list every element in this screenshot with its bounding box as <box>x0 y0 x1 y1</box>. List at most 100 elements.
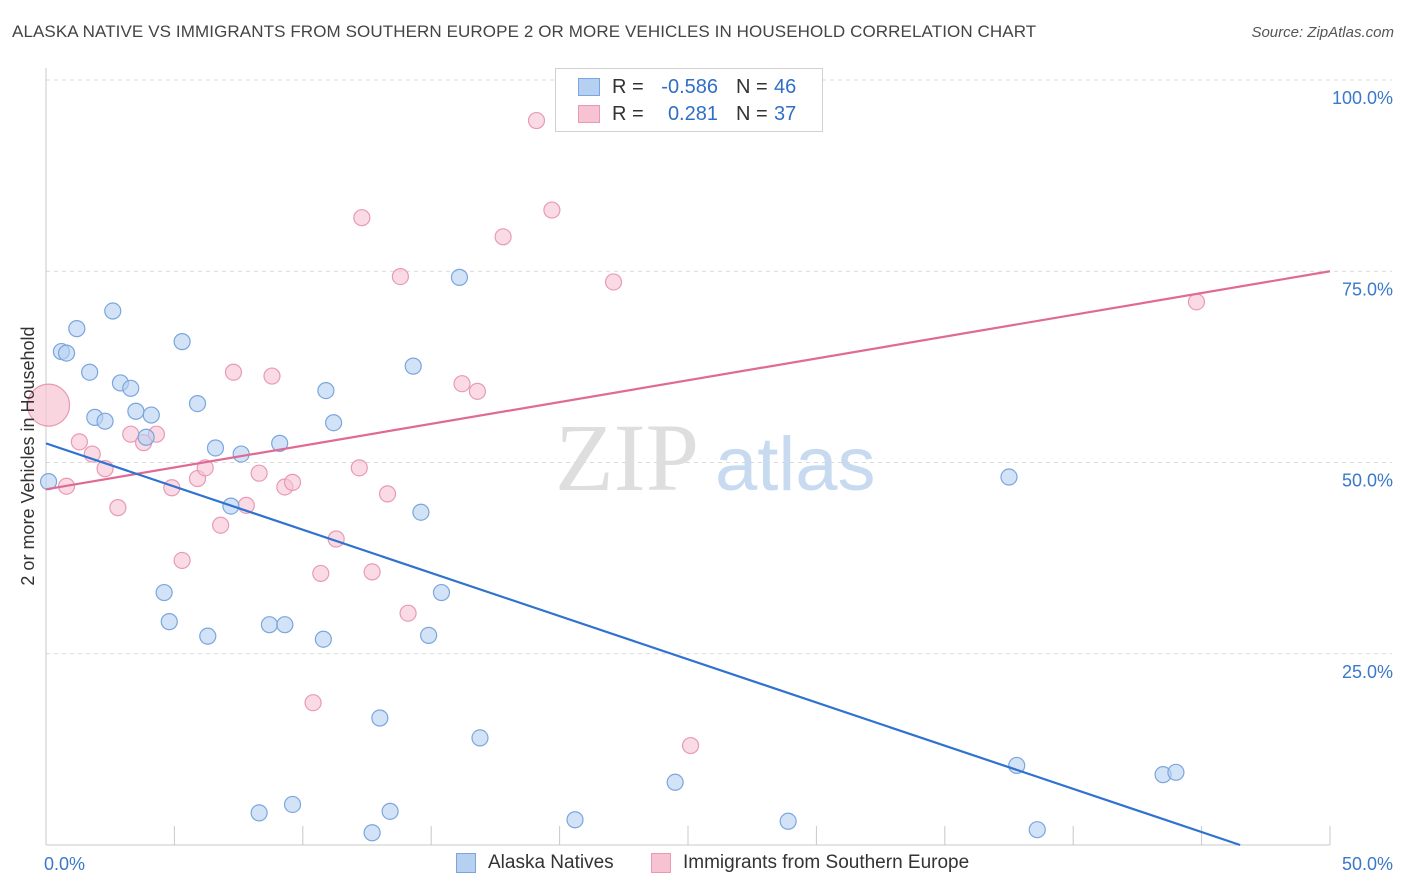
watermark-zip: ZIP <box>555 404 699 511</box>
alaska-natives-point <box>432 583 451 602</box>
immigrants-point <box>1187 293 1206 311</box>
y-tick-label-75: 75.0% <box>1342 279 1393 299</box>
series-legend: Alaska Natives Immigrants from Southern … <box>0 850 1406 878</box>
immigrants-point <box>604 273 623 291</box>
correlation-legend: R = -0.586 N = 46 R = 0.281 N = 37 <box>555 68 823 132</box>
alaska-natives-point <box>317 381 335 400</box>
legend-item-alaska-natives: Alaska Natives <box>456 852 614 874</box>
alaska-natives-point <box>142 406 160 424</box>
alaska-natives-point <box>450 268 469 286</box>
gridlines <box>46 79 1392 655</box>
immigrants-point <box>109 499 127 517</box>
alaska-natives-point <box>283 795 302 814</box>
legend-swatch-blue <box>578 78 600 96</box>
immigrants-trend-line <box>45 270 1331 491</box>
immigrants-point <box>212 516 230 534</box>
alaska-natives-point <box>68 320 86 338</box>
trend-lines <box>45 270 1331 847</box>
r-label: R = <box>612 75 644 98</box>
alaska-natives-point <box>412 503 430 521</box>
alaska-natives-point <box>371 709 389 727</box>
watermark-atlas: atlas <box>715 422 876 507</box>
alaska-natives-point <box>199 627 217 645</box>
immigrants-point <box>453 375 471 393</box>
legend-label: Immigrants from Southern Europe <box>683 852 970 873</box>
n-value: 46 <box>774 75 797 98</box>
immigrants-point <box>353 209 371 227</box>
alaska-natives-point <box>566 811 584 829</box>
r-value: 0.281 <box>667 102 718 125</box>
immigrants-point <box>250 464 268 482</box>
alaska-natives-point <box>250 804 268 822</box>
immigrants-point <box>350 459 368 477</box>
alaska-natives-point <box>173 333 191 351</box>
alaska-natives-point <box>276 616 294 634</box>
immigrants-point <box>527 111 546 130</box>
x-tick-label-min: 0.0% <box>44 854 85 874</box>
legend-swatch-blue <box>456 853 476 873</box>
alaska-natives-point <box>404 357 422 375</box>
watermark: ZIP atlas <box>555 404 876 511</box>
alaska-natives-point <box>104 302 122 320</box>
alaska-natives-points <box>39 268 1185 842</box>
y-tick-label-100: 100.0% <box>1332 88 1393 108</box>
legend-item-immigrants: Immigrants from Southern Europe <box>651 852 969 874</box>
immigrants-point <box>363 563 381 581</box>
immigrants-point <box>681 736 700 755</box>
alaska-natives-point <box>779 812 797 830</box>
alaska-natives-point <box>155 583 173 602</box>
immigrants-point <box>263 367 281 385</box>
alaska-natives-point <box>666 773 684 791</box>
alaska-natives-point <box>137 428 155 446</box>
n-label: N = <box>736 102 768 125</box>
immigrants-point <box>173 551 191 570</box>
alaska-natives-point <box>160 613 178 631</box>
y-axis-label: 2 or more Vehicles in Household <box>18 326 38 585</box>
alaska-natives-point <box>127 402 145 420</box>
chart-title: ALASKA NATIVE VS IMMIGRANTS FROM SOUTHER… <box>12 22 1037 41</box>
immigrants-point <box>312 564 330 583</box>
alaska-natives-point <box>188 394 207 413</box>
alaska-natives-point <box>260 616 279 634</box>
immigrants-point <box>70 433 88 451</box>
y-tick-label-50: 50.0% <box>1342 471 1393 491</box>
y-axis-tick-labels: 100.0% 75.0% 50.0% 25.0% <box>1332 88 1393 682</box>
immigrants-point <box>224 363 243 381</box>
alaska-natives-point <box>363 824 381 842</box>
immigrants-point <box>283 473 302 491</box>
immigrants-point <box>304 694 322 712</box>
legend-row-alaska-natives: R = -0.586 N = 46 <box>578 74 796 100</box>
alaska-natives-point <box>471 729 489 747</box>
immigrants-point <box>391 268 409 286</box>
r-label: R = <box>612 102 644 125</box>
source-label: Source: ZipAtlas.com <box>1251 24 1394 41</box>
x-axis-ticks <box>45 826 1331 845</box>
legend-swatch-pink <box>651 853 671 873</box>
alaska-natives-trend-line <box>45 442 1241 847</box>
alaska-natives-point <box>81 363 99 381</box>
r-value: -0.586 <box>661 75 718 98</box>
legend-label: Alaska Natives <box>488 852 614 873</box>
immigrants-point <box>26 383 71 427</box>
legend-row-immigrants: R = 0.281 N = 37 <box>578 101 796 127</box>
immigrants-point <box>468 382 487 400</box>
alaska-natives-point <box>381 802 399 820</box>
alaska-natives-point <box>271 434 289 452</box>
alaska-natives-point <box>57 344 76 362</box>
n-value: 37 <box>774 102 797 125</box>
alaska-natives-point <box>122 379 140 397</box>
immigrants-point <box>399 604 417 622</box>
alaska-natives-point <box>206 439 225 457</box>
alaska-natives-point <box>1000 468 1018 486</box>
alaska-natives-point <box>314 630 332 648</box>
alaska-natives-point <box>1028 821 1046 839</box>
alaska-natives-point <box>420 626 438 644</box>
alaska-natives-point <box>96 412 114 430</box>
immigrants-point <box>378 485 397 503</box>
alaska-natives-point <box>1167 763 1185 781</box>
alaska-natives-point <box>325 414 343 432</box>
immigrants-point <box>543 201 561 219</box>
immigrants-southern-europe-points <box>26 111 1206 755</box>
n-label: N = <box>736 75 768 98</box>
